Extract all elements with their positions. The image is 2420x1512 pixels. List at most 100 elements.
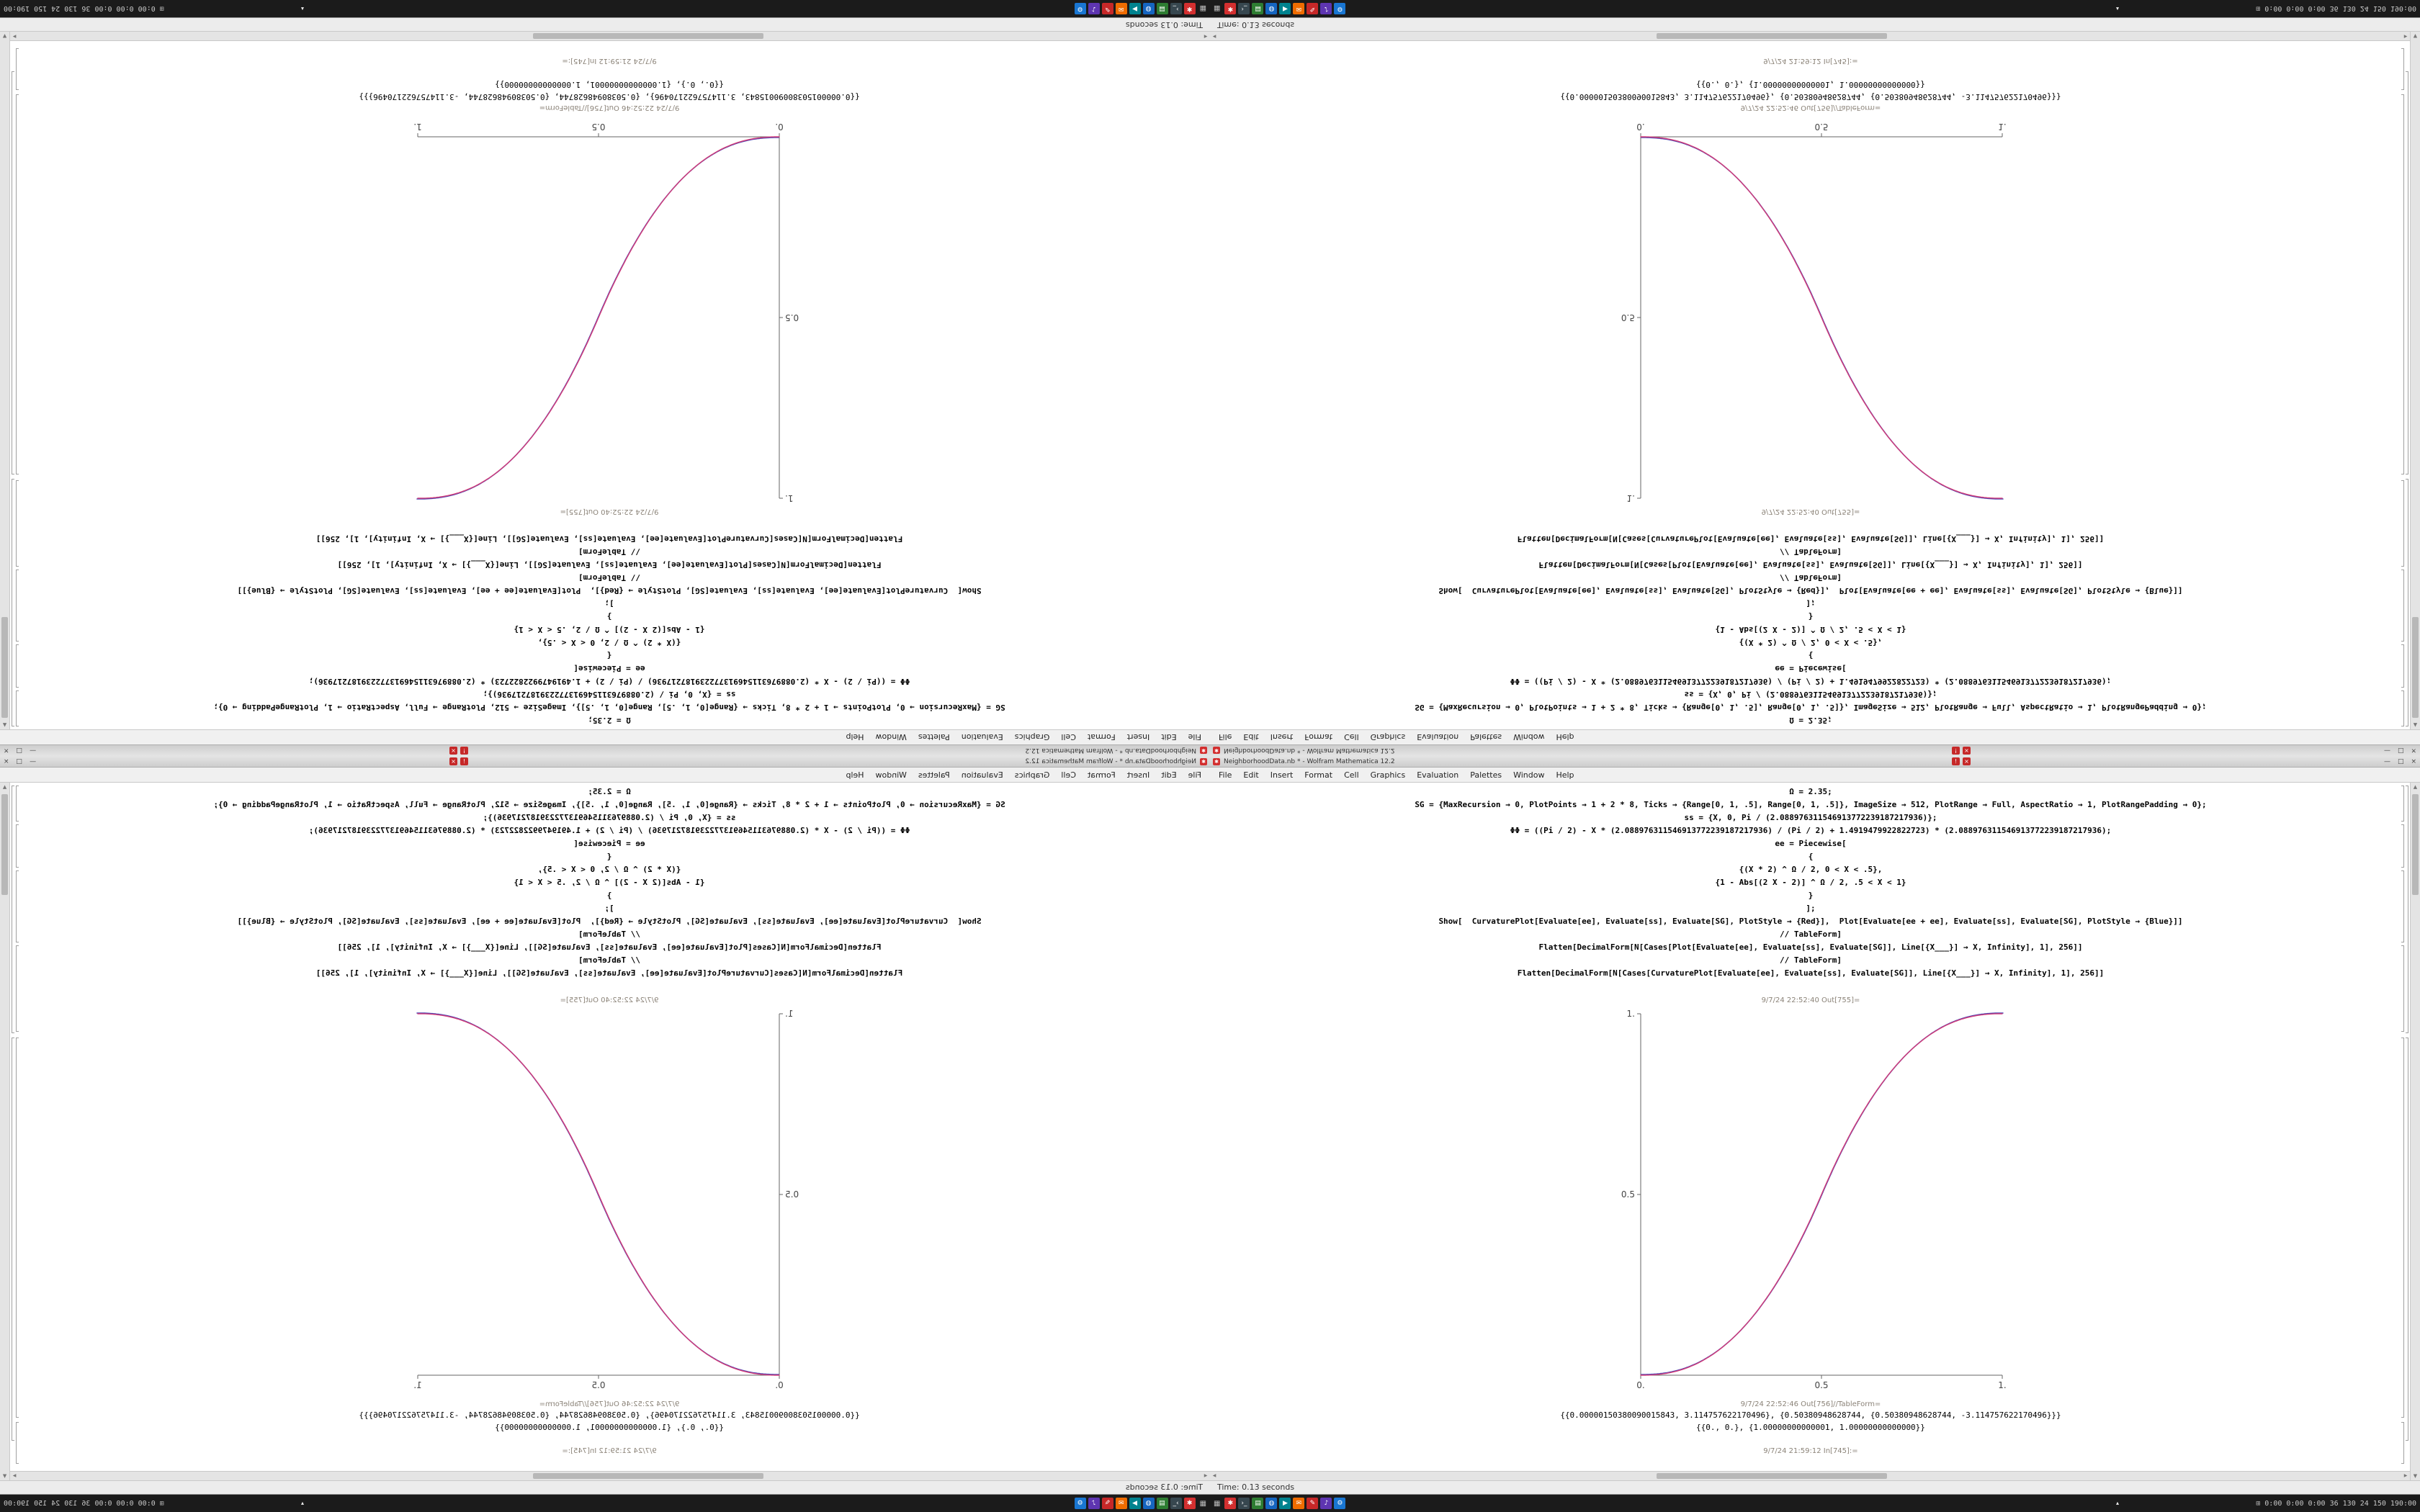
close-button[interactable]: × <box>2411 757 2416 765</box>
scroll-up-icon[interactable]: ▲ <box>2 784 7 790</box>
alert-icon-1[interactable]: ! <box>460 747 468 755</box>
menu-item-palettes[interactable]: Palettes <box>1470 770 1502 780</box>
maximize-button[interactable]: □ <box>16 747 23 755</box>
mail-launcher-icon[interactable]: ✉ <box>1293 3 1305 14</box>
editor-launcher-icon[interactable]: ✎ <box>1101 3 1113 14</box>
music-launcher-icon[interactable]: ♪ <box>1088 1498 1100 1509</box>
menu-item-graphics[interactable]: Graphics <box>1370 732 1406 742</box>
expand-arrow-icon[interactable]: ▴ <box>300 6 304 12</box>
alert-icon-2[interactable]: × <box>449 757 457 765</box>
code-line[interactable]: } <box>1808 891 1814 900</box>
output-plot[interactable]: 0. 0.5 1. 0.5 1. <box>1609 117 2012 505</box>
mathematica-app-icon[interactable]: ✱ <box>1213 747 1220 755</box>
horizontal-scrollbar[interactable]: ◀ ▶ <box>10 1471 1210 1480</box>
table-output-row[interactable]: {{0.00000150380090015843, 3.114757622170… <box>359 92 860 102</box>
code-line[interactable]: // TableForm] <box>578 573 641 582</box>
code-line[interactable]: ss = {X, 0, Pi / (2.08897631154691377223… <box>1684 690 1937 699</box>
code-line[interactable]: ee = Piecewise[ <box>1775 664 1847 673</box>
menu-item-edit[interactable]: Edit <box>1243 770 1259 780</box>
browser-launcher-icon[interactable]: ◍ <box>1265 1498 1278 1509</box>
code-line[interactable]: // TableForm] <box>1779 930 1842 939</box>
mathematica-launcher-icon[interactable]: ✱ <box>1224 1498 1237 1509</box>
table-output-row[interactable]: {{0., 0.}, {1.00000000000001, 1.00000000… <box>495 80 724 89</box>
vertical-scrollbar[interactable]: ▲ ▼ <box>2410 32 2420 729</box>
window-titlebar[interactable]: ✱ NeighborhoodData.nb * - Wolfram Mathem… <box>1210 744 2420 756</box>
table-output-row[interactable]: {{0.00000150380090015843, 3.114757622170… <box>1560 1410 2061 1420</box>
vertical-scrollbar[interactable]: ▲ ▼ <box>0 783 10 1480</box>
mathematica-launcher-icon[interactable]: ✱ <box>1224 3 1237 14</box>
code-line[interactable]: ΦΦ = ((Pi / 2) - X * (2.0889763115469137… <box>1510 677 2112 686</box>
code-line[interactable]: Flatten[DecimalForm[N[Cases[CurvaturePlo… <box>1517 534 2105 544</box>
code-line[interactable]: } <box>606 612 612 621</box>
mail-launcher-icon[interactable]: ✉ <box>1115 3 1127 14</box>
browser-launcher-icon[interactable]: ◍ <box>1142 3 1155 14</box>
code-line[interactable]: {(X * 2) ^ Ω / 2, 0 < X < .5}, <box>537 638 681 647</box>
code-line[interactable]: // TableForm] <box>1779 547 1842 557</box>
settings-launcher-icon[interactable]: ⚙ <box>1334 3 1346 14</box>
cell-bracket[interactable] <box>2401 1038 2404 1418</box>
code-line[interactable]: {1 - Abs[(2 X - 2)] ^ Ω / 2, .5 < X < 1} <box>1715 878 1906 887</box>
menu-item-evaluation[interactable]: Evaluation <box>1417 770 1459 780</box>
menu-item-evaluation[interactable]: Evaluation <box>961 732 1003 742</box>
menu-item-edit[interactable]: Edit <box>1243 732 1259 742</box>
code-line[interactable]: ss = {X, 0, Pi / (2.08897631154691377223… <box>483 690 736 699</box>
scroll-left-icon[interactable]: ◀ <box>1212 34 1216 39</box>
cell-bracket[interactable] <box>16 94 19 474</box>
close-button[interactable]: × <box>2411 747 2416 755</box>
cell-bracket[interactable] <box>2406 479 2408 726</box>
settings-launcher-icon[interactable]: ⚙ <box>1334 1498 1346 1509</box>
media-launcher-icon[interactable]: ▶ <box>1279 1498 1291 1509</box>
menu-item-cell[interactable]: Cell <box>1061 770 1076 780</box>
maximize-button[interactable]: □ <box>2397 757 2404 765</box>
code-line[interactable]: Flatten[DecimalForm[N[Cases[Plot[Evaluat… <box>337 560 882 570</box>
code-line[interactable]: Show[ CurvaturePlot[Evaluate[ee], Evalua… <box>1438 586 2183 595</box>
terminal-launcher-icon[interactable]: ›_ <box>1238 1498 1250 1509</box>
scroll-down-icon[interactable]: ▼ <box>2413 33 2418 39</box>
tray-grid-icon[interactable]: ⊞ <box>159 1499 164 1508</box>
mathematica-app-icon[interactable]: ✱ <box>1213 757 1220 765</box>
cell-bracket[interactable] <box>2401 570 2404 642</box>
vertical-scrollbar[interactable]: ▲ ▼ <box>2410 783 2420 1480</box>
tray-grid-icon[interactable]: ⊞ <box>2256 4 2261 13</box>
layout-grid-icon[interactable]: ▦ <box>1199 1499 1206 1508</box>
h-scroll-thumb[interactable] <box>533 1473 763 1479</box>
h-scroll-thumb[interactable] <box>1657 1473 1887 1479</box>
menu-item-edit[interactable]: Edit <box>1161 770 1177 780</box>
mathematica-app-icon[interactable]: ✱ <box>1200 747 1207 755</box>
code-line[interactable]: Ω = 2.35; <box>588 716 631 725</box>
menu-item-cell[interactable]: Cell <box>1061 732 1076 742</box>
layout-grid-icon[interactable]: ▦ <box>1214 1499 1221 1508</box>
window-titlebar[interactable]: ✱ NeighborhoodData.nb * - Wolfram Mathem… <box>0 756 1210 768</box>
cell-bracket[interactable] <box>16 644 19 688</box>
code-line[interactable]: {1 - Abs[(2 X - 2)] ^ Ω / 2, .5 < X < 1} <box>1715 625 1906 634</box>
expand-arrow-icon[interactable]: ▴ <box>2116 1500 2120 1506</box>
h-scroll-thumb[interactable] <box>1657 33 1887 39</box>
horizontal-scrollbar[interactable]: ◀ ▶ <box>10 32 1210 41</box>
code-line[interactable]: SG = {MaxRecursion → 0, PlotPoints → 1 +… <box>213 703 1005 712</box>
mail-launcher-icon[interactable]: ✉ <box>1293 1498 1305 1509</box>
code-line[interactable]: { <box>1808 852 1814 861</box>
cell-bracket[interactable] <box>12 71 14 474</box>
code-line[interactable]: // TableForm] <box>1779 573 1842 582</box>
v-scroll-thumb[interactable] <box>1 617 8 718</box>
cell-bracket[interactable] <box>2406 1038 2408 1441</box>
menu-item-file[interactable]: File <box>1219 732 1232 742</box>
menu-item-window[interactable]: Window <box>875 732 907 742</box>
menu-item-cell[interactable]: Cell <box>1344 770 1359 780</box>
mathematica-app-icon[interactable]: ✱ <box>1200 757 1207 765</box>
code-line[interactable]: {(X * 2) ^ Ω / 2, 0 < X < .5}, <box>537 865 681 874</box>
horizontal-scrollbar[interactable]: ◀ ▶ <box>1210 32 2410 41</box>
horizontal-scrollbar[interactable]: ◀ ▶ <box>1210 1471 2410 1480</box>
output-plot[interactable]: 0. 0.5 1. 0.5 1. <box>408 117 811 505</box>
maximize-button[interactable]: □ <box>16 757 23 765</box>
cell-bracket[interactable] <box>2401 870 2404 942</box>
code-line[interactable]: { <box>606 852 612 861</box>
code-line[interactable]: ΦΦ = ((Pi / 2) - X * (2.0889763115469137… <box>1510 826 2112 835</box>
vertical-scrollbar[interactable]: ▲ ▼ <box>0 32 10 729</box>
cell-bracket[interactable] <box>2401 786 2404 822</box>
code-line[interactable]: ee = Piecewise[ <box>573 664 645 673</box>
layout-grid-icon[interactable]: ▦ <box>1214 4 1221 13</box>
minimize-button[interactable]: — <box>2383 757 2390 765</box>
code-line[interactable]: Ω = 2.35; <box>588 787 631 796</box>
music-launcher-icon[interactable]: ♪ <box>1320 3 1332 14</box>
